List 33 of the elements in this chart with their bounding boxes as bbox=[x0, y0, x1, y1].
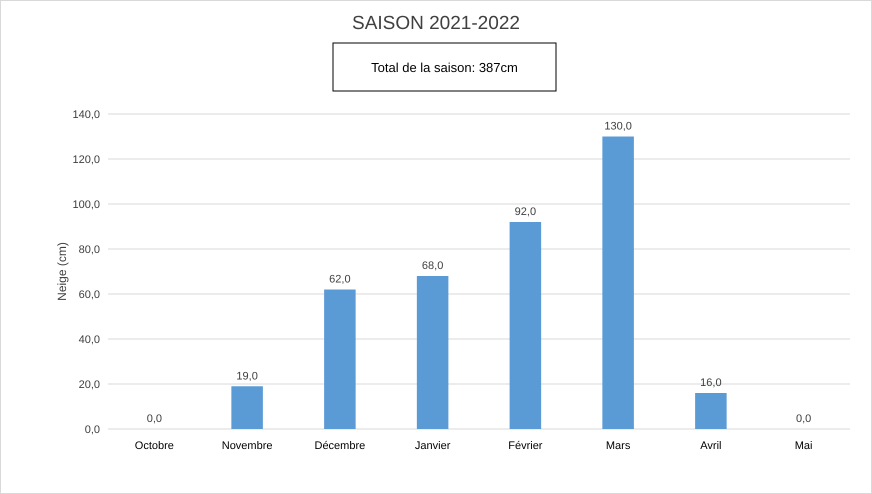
chart-title: SAISON 2021-2022 bbox=[352, 13, 520, 34]
bar bbox=[602, 136, 634, 429]
text: Total de la saison: 387cm bbox=[371, 60, 518, 75]
y-tick-label: 140,0 bbox=[72, 109, 100, 121]
data-label: 92,0 bbox=[514, 206, 536, 218]
bar bbox=[416, 276, 448, 429]
x-tick-label: Mai bbox=[794, 440, 812, 452]
y-tick-label: 120,0 bbox=[72, 154, 100, 166]
y-tick-label: 80,0 bbox=[78, 244, 100, 256]
x-tick-label: Février bbox=[508, 440, 543, 452]
data-label: 62,0 bbox=[329, 274, 351, 286]
data-label: 130,0 bbox=[604, 120, 632, 132]
x-tick-label: Avril bbox=[700, 440, 722, 452]
y-tick-label: 60,0 bbox=[78, 289, 100, 301]
x-tick-label: Janvier bbox=[414, 440, 451, 452]
y-axis-title: Neige (cm) bbox=[55, 242, 69, 301]
data-label: 16,0 bbox=[700, 377, 722, 389]
bar bbox=[695, 393, 727, 429]
bar bbox=[231, 386, 263, 429]
data-label: 19,0 bbox=[236, 370, 258, 382]
x-tick-label: Octobre bbox=[134, 440, 174, 452]
bar bbox=[324, 290, 356, 429]
bar bbox=[510, 222, 542, 429]
data-label: 0,0 bbox=[796, 413, 812, 425]
y-tick-label: 0,0 bbox=[84, 424, 100, 436]
x-tick-label: Décembre bbox=[314, 440, 366, 452]
y-tick-label: 40,0 bbox=[78, 334, 100, 346]
data-label: 0,0 bbox=[146, 413, 162, 425]
x-tick-label: Novembre bbox=[222, 440, 272, 452]
y-tick-label: 100,0 bbox=[72, 199, 100, 211]
y-tick-label: 20,0 bbox=[78, 379, 100, 391]
data-label: 68,0 bbox=[422, 260, 444, 272]
x-tick-label: Mars bbox=[606, 440, 631, 452]
